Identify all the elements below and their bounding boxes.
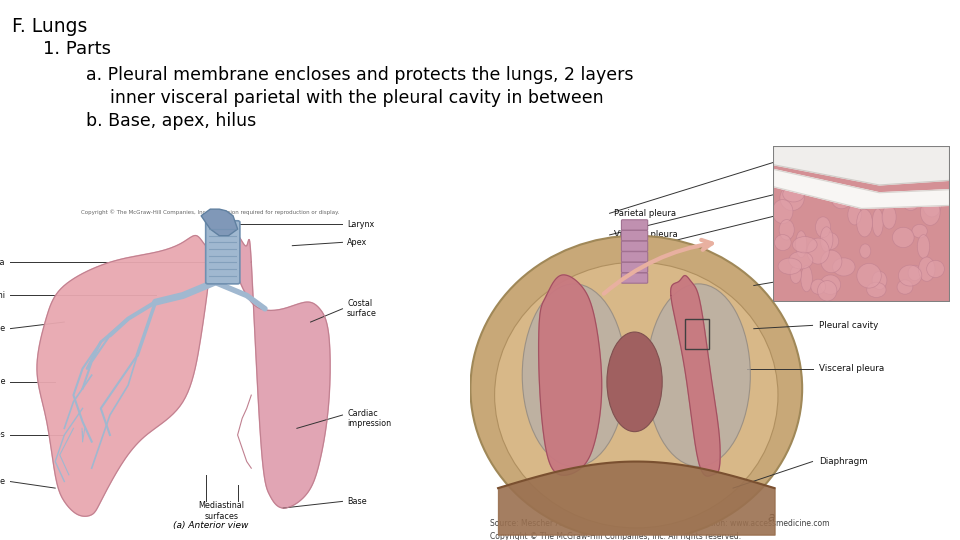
Text: Mediastinal
surfaces: Mediastinal surfaces [199,501,245,521]
Ellipse shape [918,235,929,258]
Ellipse shape [815,217,830,238]
FancyArrowPatch shape [604,240,712,294]
Ellipse shape [775,234,791,251]
Ellipse shape [790,266,802,284]
Ellipse shape [801,266,812,292]
Ellipse shape [782,186,804,202]
Text: inner visceral parietal with the pleural cavity in between: inner visceral parietal with the pleural… [110,89,604,107]
Text: Parietal pleura: Parietal pleura [614,209,677,218]
Ellipse shape [857,264,881,288]
Ellipse shape [919,257,935,281]
Text: Parietal pleura: Parietal pleura [820,271,883,280]
Text: Pleural cavity: Pleural cavity [614,252,672,261]
Ellipse shape [832,258,855,276]
Ellipse shape [831,187,852,209]
Text: Copyright © The McGraw-Hill Companies, Inc. Permission required for reproduction: Copyright © The McGraw-Hill Companies, I… [81,210,340,215]
Ellipse shape [908,265,922,281]
Text: b. Base, apex, hilus: b. Base, apex, hilus [86,112,256,130]
FancyBboxPatch shape [621,252,648,262]
Ellipse shape [822,233,839,249]
Text: Source: Mescher AL: Junqueira's Basic Histology, 13th Edition: www.accessmedicin: Source: Mescher AL: Junqueira's Basic Hi… [490,519,829,529]
Ellipse shape [796,231,806,258]
Text: Costal
surface: Costal surface [347,299,377,319]
Ellipse shape [926,260,945,278]
Text: F. Lungs: F. Lungs [12,17,88,36]
Ellipse shape [903,196,919,211]
Polygon shape [773,170,950,208]
Text: Middle lobe: Middle lobe [0,377,5,386]
Ellipse shape [921,199,940,225]
Ellipse shape [522,284,626,467]
Ellipse shape [779,258,802,274]
Text: Primary bronchi: Primary bronchi [0,291,5,300]
Text: (a) Anterior view: (a) Anterior view [173,521,248,530]
Ellipse shape [856,209,873,237]
Text: 1. Parts: 1. Parts [43,40,111,58]
Text: Superior lobe: Superior lobe [0,324,5,333]
FancyBboxPatch shape [621,262,648,273]
Ellipse shape [820,275,841,294]
Text: Inferior lobe: Inferior lobe [0,477,5,486]
Polygon shape [201,209,237,235]
Ellipse shape [923,190,942,217]
Ellipse shape [873,208,883,237]
Text: Fissures: Fissures [0,430,5,440]
Ellipse shape [893,227,914,247]
Ellipse shape [647,284,751,467]
Ellipse shape [607,332,662,431]
Ellipse shape [494,262,778,528]
Text: Larynx: Larynx [347,220,374,228]
Ellipse shape [912,224,927,238]
FancyBboxPatch shape [621,273,648,283]
Text: Cardiac
impression: Cardiac impression [347,409,391,428]
Polygon shape [37,235,210,516]
Ellipse shape [899,265,922,286]
Ellipse shape [793,237,817,253]
Ellipse shape [872,271,887,289]
Text: Visceral pleura: Visceral pleura [820,364,885,373]
Ellipse shape [772,200,793,224]
Ellipse shape [789,252,813,269]
Text: Trachea: Trachea [0,258,5,267]
Polygon shape [773,146,950,185]
Ellipse shape [811,279,826,294]
Polygon shape [233,235,330,508]
Ellipse shape [780,185,804,211]
Ellipse shape [470,235,803,540]
Text: Diaphragm: Diaphragm [820,457,868,466]
Text: a. Pleural membrane encloses and protects the lungs, 2 layers: a. Pleural membrane encloses and protect… [86,66,634,84]
Ellipse shape [897,280,913,294]
Ellipse shape [867,282,886,298]
FancyBboxPatch shape [621,241,648,251]
FancyBboxPatch shape [205,221,240,284]
Text: Pleural cavity: Pleural cavity [820,321,878,330]
Polygon shape [539,275,602,475]
FancyBboxPatch shape [621,220,648,230]
Ellipse shape [848,204,861,225]
Text: Visceral pleura: Visceral pleura [614,231,678,239]
Bar [684,319,708,349]
Polygon shape [671,275,720,476]
Ellipse shape [807,238,829,264]
Text: Copyright © The McGraw-Hill Companies, Inc. All rights reserved.: Copyright © The McGraw-Hill Companies, I… [490,532,741,540]
Text: a: a [768,511,776,524]
Ellipse shape [821,250,842,273]
Text: Apex: Apex [347,238,368,247]
Ellipse shape [860,244,871,258]
Ellipse shape [820,227,833,252]
FancyBboxPatch shape [621,231,648,241]
Ellipse shape [882,205,896,229]
Ellipse shape [780,220,794,240]
Text: Base: Base [347,497,367,506]
Ellipse shape [818,281,837,301]
